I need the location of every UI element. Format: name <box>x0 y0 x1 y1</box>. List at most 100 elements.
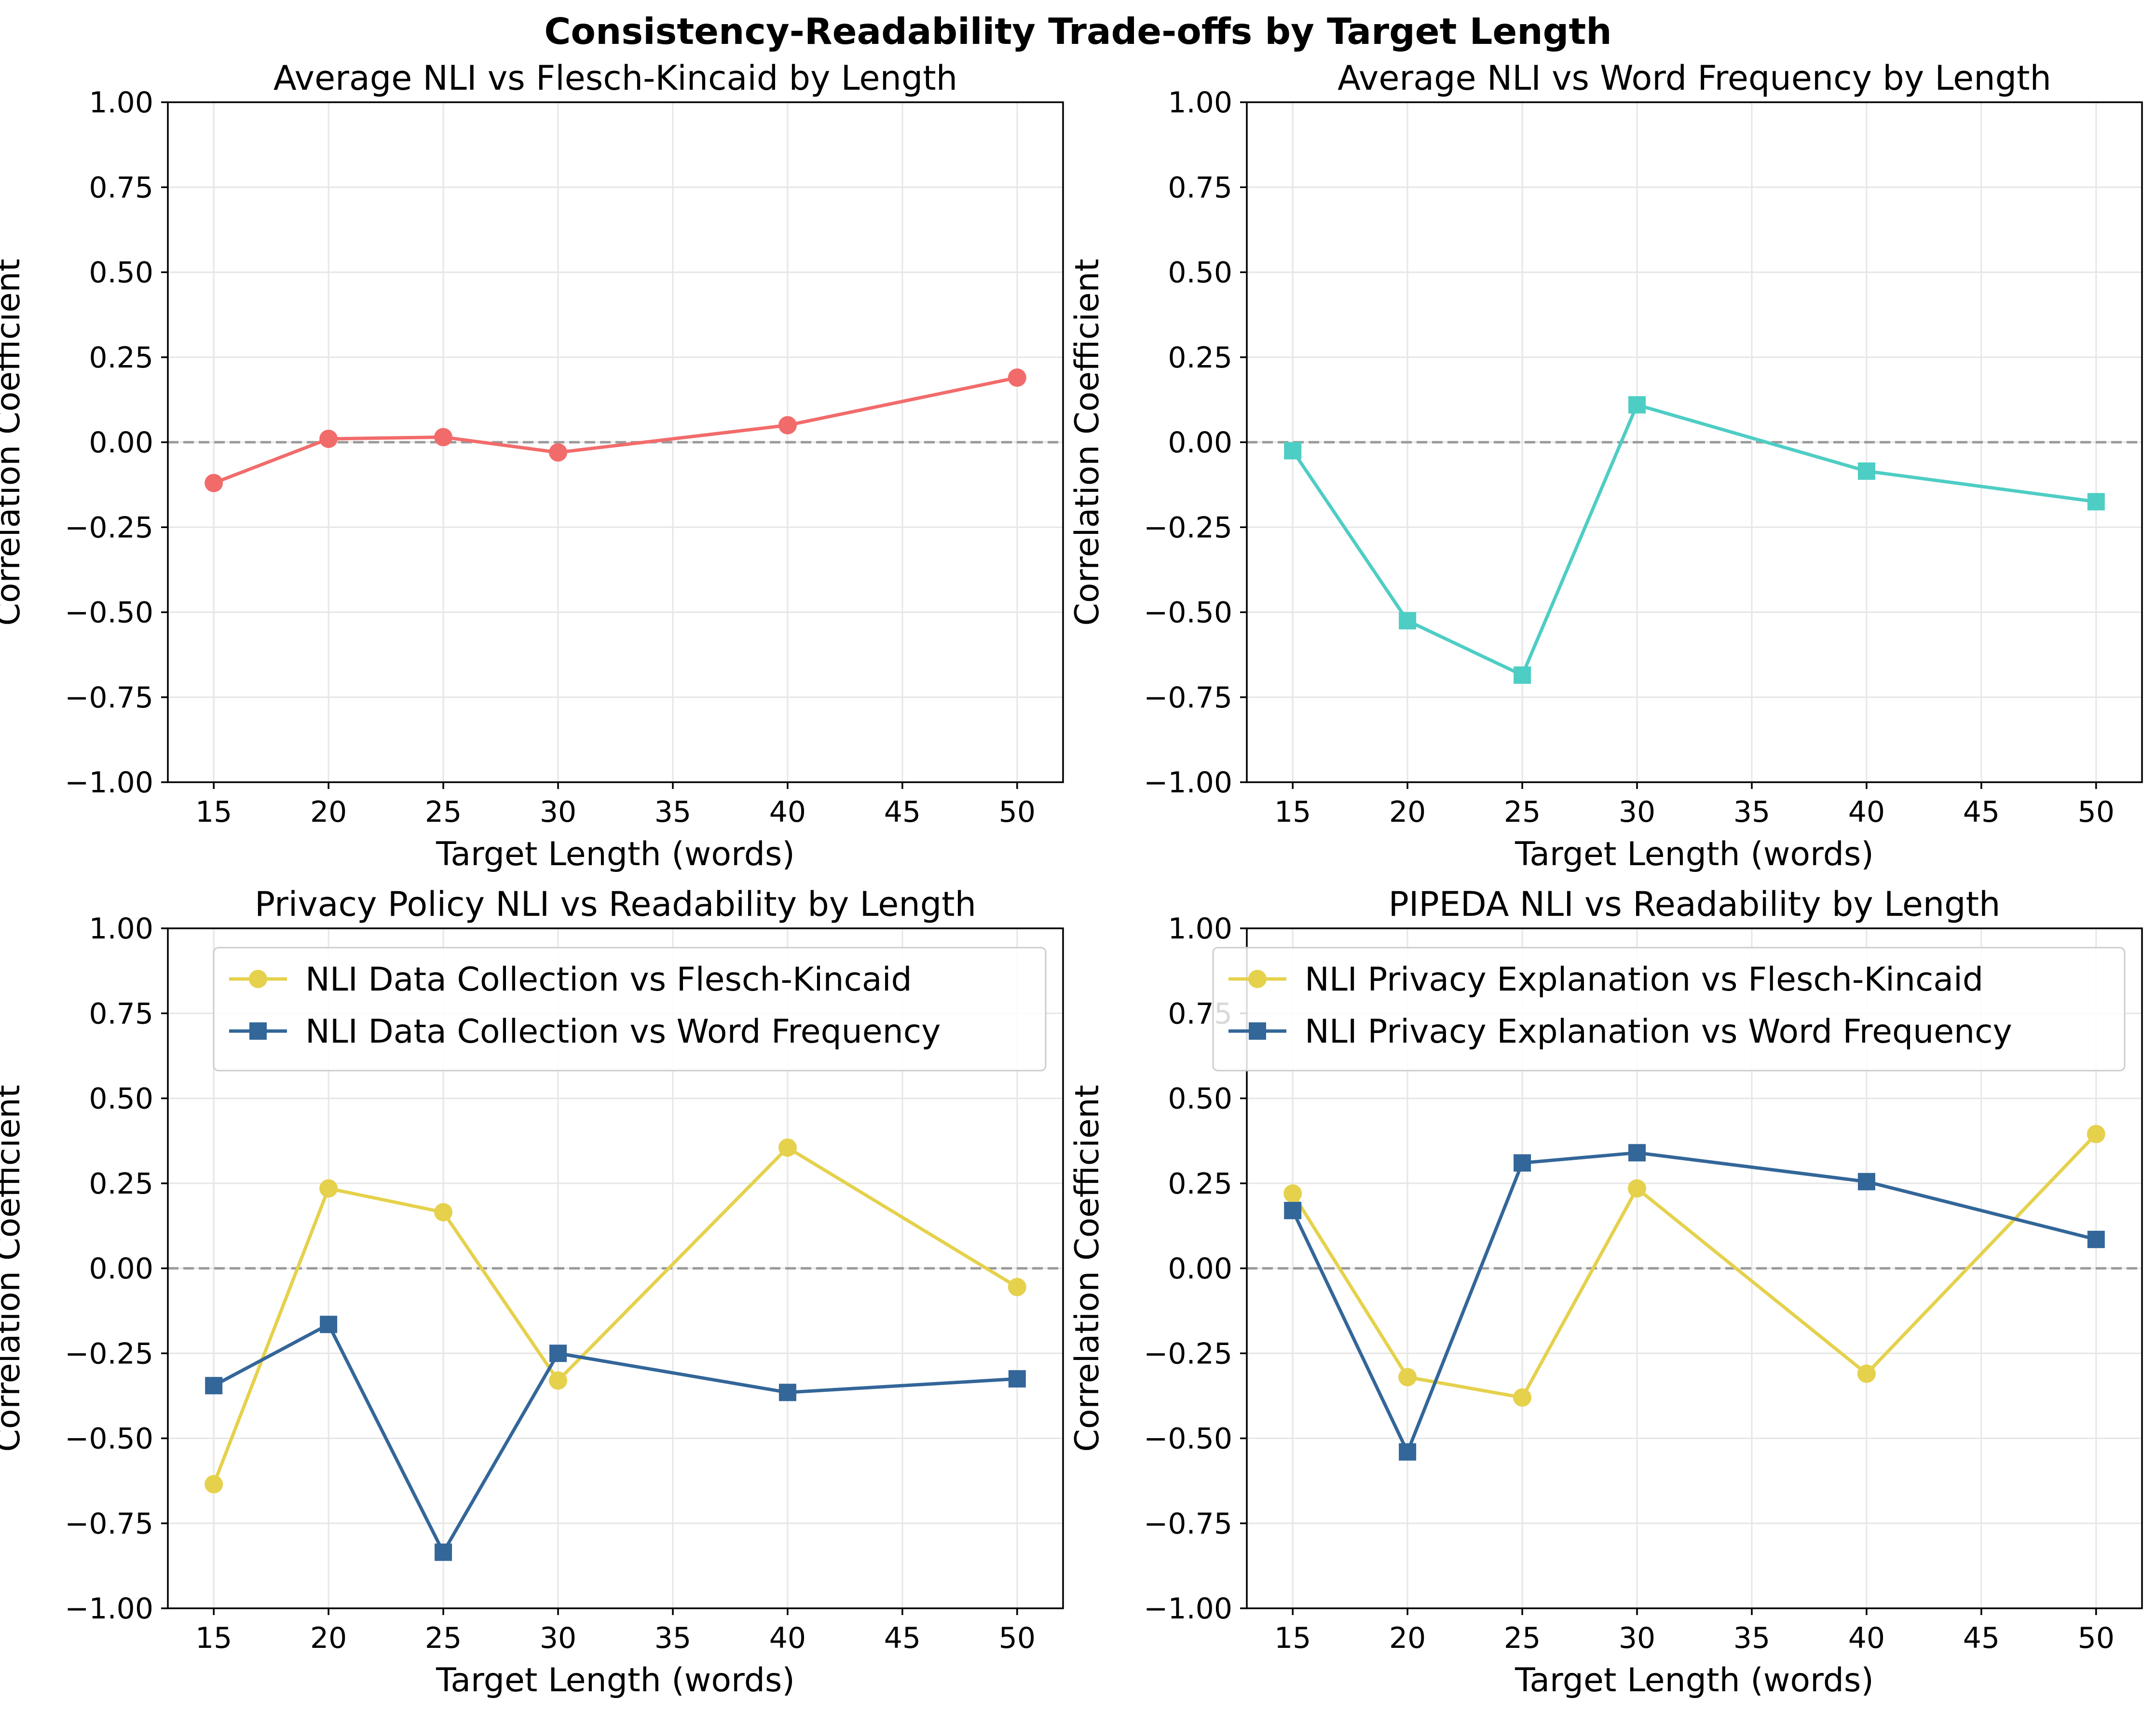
y-tick-label: −0.75 <box>65 1507 153 1541</box>
data-point <box>778 1138 797 1157</box>
series-line-1 <box>1291 1133 2098 1399</box>
data-point <box>549 1345 567 1362</box>
data-point <box>1399 1443 1417 1461</box>
y-tick-label: 0.00 <box>89 426 153 460</box>
x-tick-label: 15 <box>1274 795 1311 829</box>
panel-title: Average NLI vs Word Frequency by Length <box>1337 58 2051 98</box>
y-tick-label: −0.50 <box>1144 596 1232 630</box>
y-tick-label: 0.75 <box>89 171 153 204</box>
x-tick-label: 35 <box>655 795 691 829</box>
y-axis-label: Correlation Coefficient <box>1068 258 1106 625</box>
data-point <box>1008 1370 1026 1388</box>
panel-title: Privacy Policy NLI vs Readability by Len… <box>255 884 976 924</box>
chart-panel-2: 15 20 25 30 35 40 45 50 1.00 0.75 0.50 0.25 0.00 −0.2… <box>1068 58 2143 873</box>
data-point <box>319 429 338 448</box>
data-point <box>1514 1154 1531 1172</box>
legend-marker <box>1248 970 1267 988</box>
x-tick-label: 30 <box>540 795 576 829</box>
x-tick-label: 30 <box>540 1621 576 1655</box>
x-tick-label: 20 <box>310 1621 347 1655</box>
data-point <box>2087 1231 2105 1249</box>
y-tick-label: 0.00 <box>1168 1252 1232 1286</box>
legend-label: NLI Data Collection vs Flesch-Kincaid <box>305 961 912 999</box>
x-tick-label: 30 <box>1619 1621 1655 1655</box>
legend: NLI Privacy Explanation vs Flesch-Kincai… <box>1212 947 2126 1072</box>
chart-panel-3: 15 20 25 30 35 40 45 50 1.00 0.75 0.50 0.25 0.00 −0.2… <box>0 884 1064 1699</box>
y-tick-label: 0.25 <box>1168 341 1232 375</box>
y-tick-label: −0.25 <box>1144 511 1232 544</box>
y-tick-label: −1.00 <box>1144 1592 1232 1626</box>
y-tick-label: 1.00 <box>89 912 153 946</box>
x-tick-label: 45 <box>884 1621 921 1655</box>
data-point <box>778 1384 796 1401</box>
data-point <box>778 416 797 435</box>
y-tick-label: −0.50 <box>65 596 153 630</box>
data-point <box>2087 493 2105 511</box>
y-tick-label: −0.75 <box>1144 681 1232 715</box>
y-tick-label: −0.50 <box>65 1422 153 1456</box>
data-point <box>435 1543 452 1561</box>
y-tick-label: 0.25 <box>89 341 153 375</box>
y-tick-label: 0.00 <box>89 1252 153 1286</box>
y-tick-label: −0.25 <box>1144 1337 1232 1371</box>
x-tick-label: 45 <box>1963 795 2000 829</box>
x-tick-label: 40 <box>1848 1621 1885 1655</box>
data-point <box>1628 396 1646 414</box>
x-axis-label: Target Length (words) <box>436 835 795 873</box>
legend-box <box>213 947 1047 1072</box>
x-axis-label: Target Length (words) <box>436 1661 795 1699</box>
data-point <box>549 1371 568 1390</box>
x-tick-label: 15 <box>195 1621 232 1655</box>
legend-marker <box>1249 1022 1266 1040</box>
x-tick-label: 50 <box>2078 795 2115 829</box>
y-tick-label: 0.75 <box>89 997 153 1031</box>
chart-panel-4: 15 20 25 30 35 40 45 501.000.750.500.250.00−0.2… <box>1068 884 2143 1699</box>
data-point <box>1857 1364 1876 1383</box>
figure-title: Consistency-Readability Trade-offs by Ta… <box>544 10 1612 53</box>
x-tick-label: 45 <box>1963 1621 2000 1655</box>
y-tick-label: 0.50 <box>89 1082 153 1116</box>
data-point <box>1513 1388 1532 1407</box>
data-point <box>1628 1144 1646 1162</box>
y-tick-label: −1.00 <box>1144 766 1232 800</box>
x-tick-label: 35 <box>655 1621 691 1655</box>
data-point <box>2087 1125 2105 1143</box>
x-tick-label: 50 <box>2078 1621 2115 1655</box>
data-point <box>1284 442 1302 460</box>
data-point <box>434 428 453 447</box>
y-tick-label: 0.75 <box>1168 171 1232 204</box>
chart-panel-1: 15 20 25 30 35 40 45 50 1.00 0.75 0.50 0.25 0.00 −0.2… <box>0 58 1064 873</box>
legend-label: NLI Data Collection vs Word Frequency <box>305 1013 941 1051</box>
x-tick-label: 15 <box>195 795 232 829</box>
y-axis-label: Correlation Coefficient <box>1068 1085 1106 1452</box>
x-tick-label: 20 <box>310 795 347 829</box>
data-point <box>1514 666 1531 684</box>
x-tick-label: 50 <box>999 1621 1036 1655</box>
y-tick-label: 0.25 <box>89 1167 153 1201</box>
data-point <box>549 443 568 462</box>
x-tick-label: 35 <box>1733 795 1770 829</box>
data-point <box>1857 462 1875 480</box>
x-tick-label: 40 <box>769 1621 806 1655</box>
x-tick-label: 20 <box>1389 795 1426 829</box>
data-point <box>1284 1202 1302 1220</box>
legend-marker <box>249 970 267 988</box>
x-tick-label: 25 <box>425 795 462 829</box>
y-tick-label: −0.75 <box>1144 1507 1232 1541</box>
x-axis-label: Target Length (words) <box>1515 835 1874 873</box>
x-tick-label: 40 <box>769 795 806 829</box>
legend-box <box>1212 947 2126 1072</box>
data-point <box>205 1377 223 1395</box>
y-tick-label: −0.50 <box>1144 1422 1232 1456</box>
data-point <box>320 1316 338 1333</box>
x-tick-label: 20 <box>1389 1621 1426 1655</box>
series-line-1 <box>212 1146 1018 1485</box>
y-tick-label: 0.00 <box>1168 426 1232 460</box>
data-point <box>1398 1368 1417 1386</box>
legend-label: NLI Privacy Explanation vs Word Frequenc… <box>1305 1013 2012 1051</box>
panel-title: Average NLI vs Flesch-Kincaid by Length <box>273 58 957 98</box>
series-line-2 <box>1291 1151 2097 1454</box>
x-tick-label: 25 <box>425 1621 462 1655</box>
legend: NLI Data Collection vs Flesch-Kincaid NLI… <box>213 947 1047 1072</box>
